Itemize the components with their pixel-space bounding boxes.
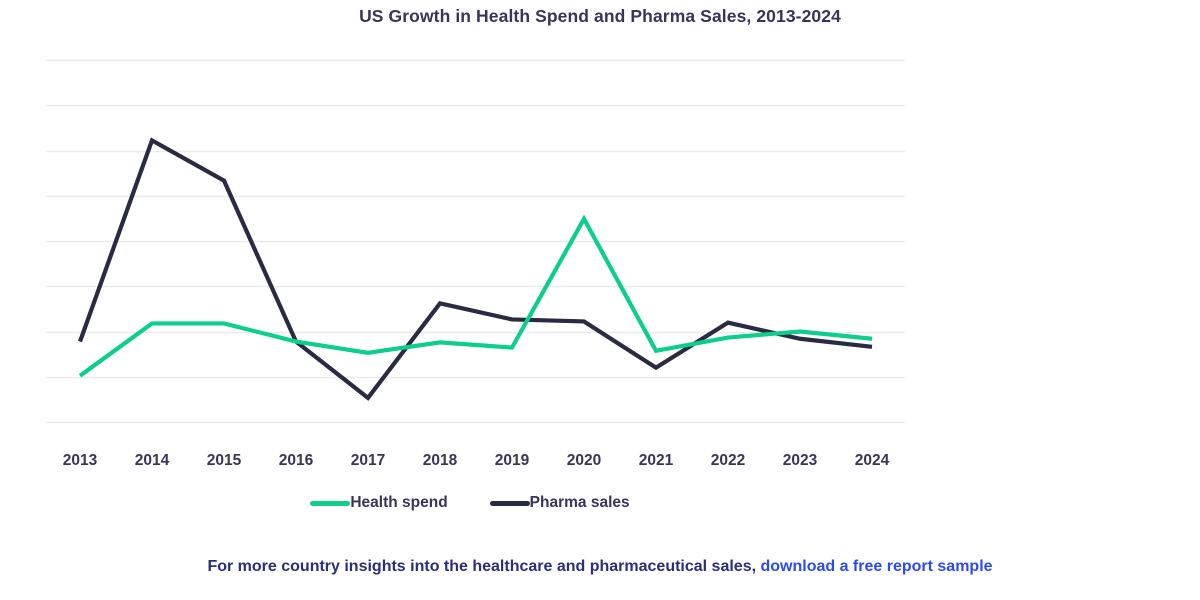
series-lines <box>78 137 873 401</box>
x-tick-label-2022: 2022 <box>710 452 746 469</box>
legend-swatch-icon <box>489 500 530 506</box>
legend-entry-pharma-sales[interactable]: Pharma sales <box>489 494 630 512</box>
x-tick-label-2018: 2018 <box>422 452 458 469</box>
legend-label: Pharma sales <box>529 494 630 511</box>
x-tick-label-2013: 2013 <box>62 452 98 469</box>
legend-label: Health spend <box>350 494 448 511</box>
footer-note: For more country insights into the healt… <box>0 558 1200 576</box>
legend-swatch-icon <box>310 500 351 506</box>
x-axis-labels: 2013 2014 2015 2016 2017 2018 2019 2020 2021 2022… <box>46 452 905 478</box>
x-tick-label-2024: 2024 <box>854 452 890 469</box>
plot-svg <box>46 59 905 424</box>
legend-entry-health-spend[interactable]: Health spend <box>310 494 448 512</box>
gridlines <box>46 59 905 424</box>
x-tick-label-2019: 2019 <box>494 452 530 469</box>
download-report-sample-link[interactable]: download a free report sample <box>760 558 993 575</box>
series-line-health-spend <box>78 214 873 378</box>
x-tick-label-2016: 2016 <box>278 452 314 469</box>
plot-area <box>46 59 905 424</box>
x-tick-label-2015: 2015 <box>206 452 242 469</box>
x-tick-label-2021: 2021 <box>638 452 674 469</box>
x-tick-label-2023: 2023 <box>782 452 818 469</box>
x-tick-label-2014: 2014 <box>134 452 170 469</box>
footer-static-text: For more country insights into the healt… <box>207 558 761 575</box>
x-tick-label-2017: 2017 <box>350 452 386 469</box>
chart-legend: Health spend Pharma sales <box>0 494 940 512</box>
series-line-pharma-sales <box>78 137 873 401</box>
x-tick-label-2020: 2020 <box>566 452 602 469</box>
chart-title: US Growth in Health Spend and Pharma Sal… <box>359 6 841 26</box>
